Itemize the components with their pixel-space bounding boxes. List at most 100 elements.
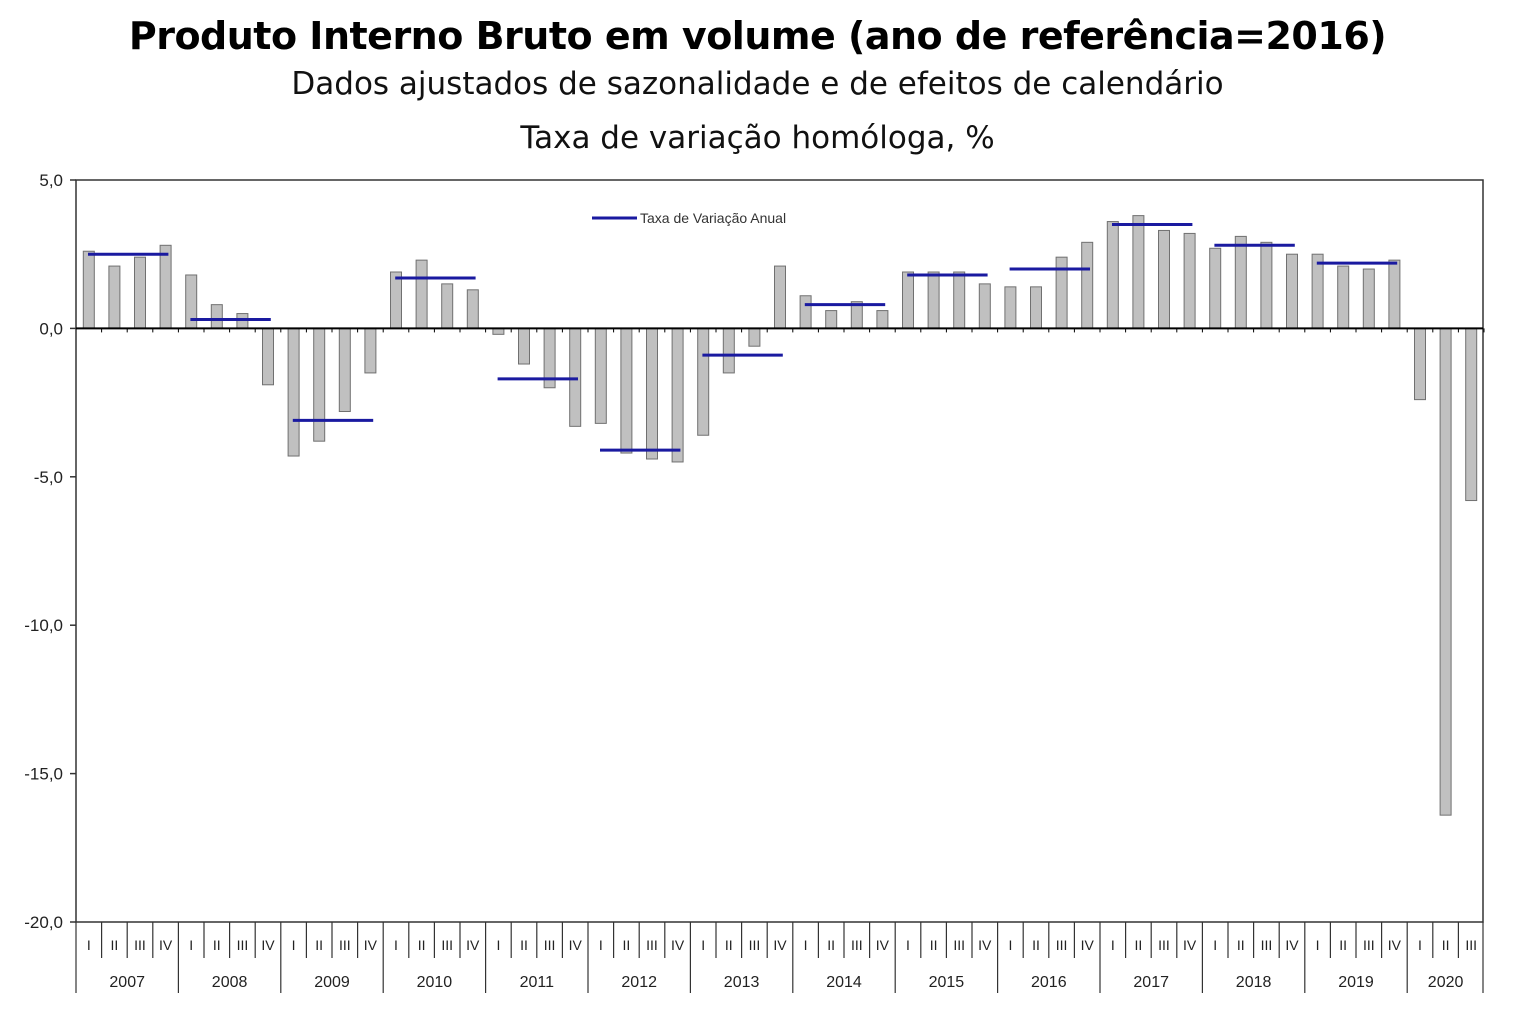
quarter-label: I xyxy=(189,937,193,953)
year-label: 2009 xyxy=(314,974,350,991)
quarter-label: IV xyxy=(569,937,583,953)
quarter-label: IV xyxy=(159,937,173,953)
quarter-label: I xyxy=(1111,937,1115,953)
year-label: 2007 xyxy=(109,974,145,991)
quarter-label: II xyxy=(930,937,938,953)
y-tick-label: -10,0 xyxy=(24,616,63,635)
bar xyxy=(82,250,95,329)
year-label: 2017 xyxy=(1133,974,1169,991)
bar xyxy=(108,265,121,329)
bar xyxy=(1260,241,1273,329)
quarter-label: III xyxy=(339,937,351,953)
quarter-label: III xyxy=(1363,937,1375,953)
chart-title: Produto Interno Bruto em volume (ano de … xyxy=(128,14,1387,58)
quarter-label: III xyxy=(749,937,761,953)
quarter-label: III xyxy=(441,937,453,953)
bar xyxy=(594,327,607,424)
bar xyxy=(1158,229,1170,329)
quarter-label: IV xyxy=(876,937,890,953)
bar xyxy=(518,327,530,365)
bar-series xyxy=(82,215,1485,816)
year-label: 2016 xyxy=(1031,974,1067,991)
quarter-label: III xyxy=(1261,937,1273,953)
quarter-label: I xyxy=(1316,937,1320,953)
quarter-label: IV xyxy=(364,937,378,953)
quarter-label: II xyxy=(1442,937,1450,953)
quarter-label: I xyxy=(599,937,603,953)
bar xyxy=(1106,221,1119,329)
quarter-label: II xyxy=(1032,937,1040,953)
quarter-label: IV xyxy=(1183,937,1197,953)
quarter-label: IV xyxy=(261,937,275,953)
bar xyxy=(1132,215,1145,329)
bar xyxy=(1465,327,1478,502)
quarter-label: I xyxy=(906,937,910,953)
year-label: 2020 xyxy=(1428,974,1464,991)
quarter-label: II xyxy=(315,937,323,953)
quarter-label: I xyxy=(87,937,91,953)
quarter-label: II xyxy=(1237,937,1245,953)
bar xyxy=(415,259,428,329)
bar xyxy=(620,327,633,454)
bar xyxy=(671,327,684,463)
bar xyxy=(722,327,735,374)
quarter-label: III xyxy=(1056,937,1068,953)
bar xyxy=(927,271,940,329)
plot-frame xyxy=(75,179,1484,923)
quarter-label: I xyxy=(496,937,500,953)
quarter-label: III xyxy=(851,937,863,953)
quarter-label: III xyxy=(953,937,965,953)
bar xyxy=(466,289,479,329)
quarter-label: IV xyxy=(671,937,685,953)
quarter-label: II xyxy=(725,937,733,953)
bar xyxy=(1311,253,1324,329)
bar xyxy=(1209,247,1222,329)
bar xyxy=(748,327,761,347)
quarter-label: IV xyxy=(466,937,480,953)
quarter-label: I xyxy=(1213,937,1217,953)
legend-label: Taxa de Variação Anual xyxy=(640,210,786,226)
quarter-label: I xyxy=(292,937,296,953)
bar xyxy=(953,271,966,329)
bar xyxy=(774,265,786,329)
quarter-label: I xyxy=(1008,937,1012,953)
year-label: 2010 xyxy=(417,974,453,991)
annual-series xyxy=(88,223,1398,452)
y-tick-label: 5,0 xyxy=(39,171,63,190)
bar xyxy=(1183,232,1196,329)
bar xyxy=(1030,286,1042,329)
bar xyxy=(210,304,223,329)
quarter-label: IV xyxy=(1388,937,1402,953)
quarter-label: II xyxy=(111,937,119,953)
year-label: 2018 xyxy=(1236,974,1272,991)
bar xyxy=(159,244,172,329)
bar xyxy=(902,271,914,329)
quarter-label: III xyxy=(646,937,658,953)
quarter-label: II xyxy=(1339,937,1347,953)
quarter-label: I xyxy=(394,937,398,953)
bar xyxy=(876,310,889,329)
bar xyxy=(825,310,838,329)
bar xyxy=(134,256,146,329)
quarter-label: II xyxy=(418,937,426,953)
bar xyxy=(441,283,454,329)
bar xyxy=(978,283,991,329)
bar xyxy=(1414,327,1426,401)
chart-unit-label: Taxa de variação homóloga, % xyxy=(520,120,995,156)
bar xyxy=(287,327,300,457)
bar xyxy=(799,295,812,329)
year-label: 2008 xyxy=(212,974,248,991)
bar xyxy=(313,327,326,442)
chart-subtitle: Dados ajustados de sazonalidade e de efe… xyxy=(291,66,1224,102)
quarter-label: II xyxy=(1135,937,1143,953)
quarter-label: III xyxy=(1465,937,1477,953)
y-tick-label: 0,0 xyxy=(39,319,63,338)
quarter-label: IV xyxy=(1285,937,1299,953)
quarter-label: III xyxy=(1158,937,1170,953)
legend: Taxa de Variação Anual xyxy=(592,210,786,226)
year-label: 2014 xyxy=(826,974,862,991)
y-axis: 5,0 0,0 -5,0 -10,0 -15,0 -20,0 xyxy=(24,171,76,932)
bar xyxy=(697,327,710,436)
